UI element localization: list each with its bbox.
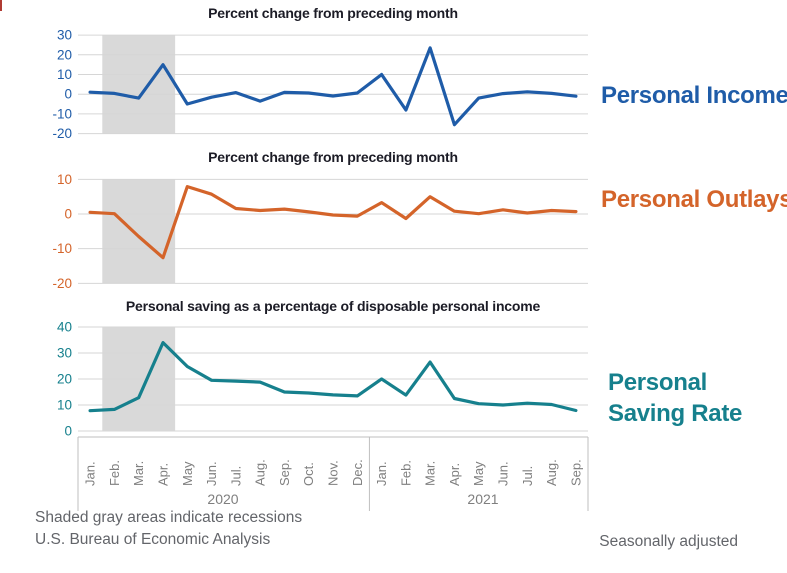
footnote-recessions: Shaded gray areas indicate recessions [35, 509, 303, 526]
month-label: Feb. [107, 460, 122, 486]
year-label-2021: 2021 [467, 491, 499, 507]
month-label: Nov. [326, 460, 341, 486]
y-axis-tick: -20 [52, 276, 72, 291]
y-axis-tick: 30 [57, 28, 72, 43]
y-axis-tick: 0 [64, 87, 72, 102]
month-label: Feb. [398, 460, 413, 486]
y-axis-tick: 30 [57, 346, 72, 361]
series-label-personal-income: Personal Income [601, 82, 787, 109]
chart-title-personal-outlays: Percent change from preceding month [208, 149, 458, 165]
footnote-source: U.S. Bureau of Economic Analysis [35, 531, 271, 548]
month-label: Aug. [253, 459, 268, 486]
month-label: Jan. [83, 461, 98, 486]
month-label: May [471, 461, 486, 486]
month-label: Sep. [568, 459, 583, 486]
month-label: Mar. [423, 461, 438, 486]
footnote-seasonally-adjusted: Seasonally adjusted [599, 533, 738, 550]
y-axis-tick: 20 [57, 47, 72, 62]
red-corner-mark [0, 0, 2, 11]
series-label-personal-saving-line2: Saving Rate [608, 400, 743, 427]
chart-title-personal-income: Percent change from preceding month [208, 5, 458, 21]
recession-band [102, 179, 176, 284]
month-label: Jan. [374, 461, 389, 486]
y-axis-tick: 20 [57, 372, 72, 387]
year-label-2020: 2020 [207, 491, 239, 507]
month-label: Dec. [350, 459, 365, 486]
month-label: Apr. [447, 463, 462, 486]
month-label: Sep. [277, 459, 292, 486]
y-axis-tick: -10 [52, 241, 72, 256]
y-axis-tick: -10 [52, 106, 72, 121]
y-axis-tick: 40 [57, 320, 72, 335]
series-label-personal-outlays: Personal Outlays [601, 186, 787, 213]
month-label: Mar. [131, 461, 146, 486]
month-label: Jul. [228, 466, 243, 486]
month-label: Jun. [204, 461, 219, 486]
personal-saving-rate-line [88, 341, 578, 413]
y-axis-tick: 0 [64, 424, 72, 439]
month-label: May [180, 461, 195, 486]
recession-band [102, 35, 176, 134]
month-label: Apr. [156, 463, 171, 486]
y-axis-tick: 0 [64, 207, 72, 222]
personal-outlays-line [88, 185, 578, 260]
y-axis-tick: 10 [57, 398, 72, 413]
month-label: Jun. [496, 461, 511, 486]
personal-income-line [88, 46, 578, 127]
chart-title-personal-saving-rate: Personal saving as a percentage of dispo… [125, 298, 541, 314]
month-label: Aug. [544, 459, 559, 486]
series-label-personal-saving-line1: Personal [608, 369, 707, 396]
month-label: Jul. [520, 466, 535, 486]
y-axis-tick: 10 [57, 67, 72, 82]
y-axis-tick: 10 [57, 172, 72, 187]
y-axis-tick: -20 [52, 126, 72, 141]
month-label: Oct. [301, 462, 316, 486]
